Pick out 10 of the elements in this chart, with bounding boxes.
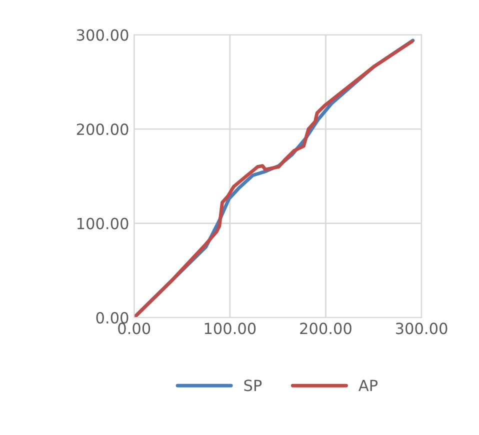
legend-label: SP [244,380,262,392]
x-tick-label: 0.00 [118,322,150,334]
x-tick-label: 300.00 [396,322,448,334]
y-tick-label: 100.00 [77,218,128,230]
y-tick-label: 300.00 [76,29,128,41]
x-tick-label: 200.00 [300,322,352,334]
x-tick-label: 100.00 [204,322,256,334]
y-tick-label: 0.00 [96,312,128,324]
y-tick-label: 200.00 [76,124,128,136]
legend-label: AP [358,380,378,391]
